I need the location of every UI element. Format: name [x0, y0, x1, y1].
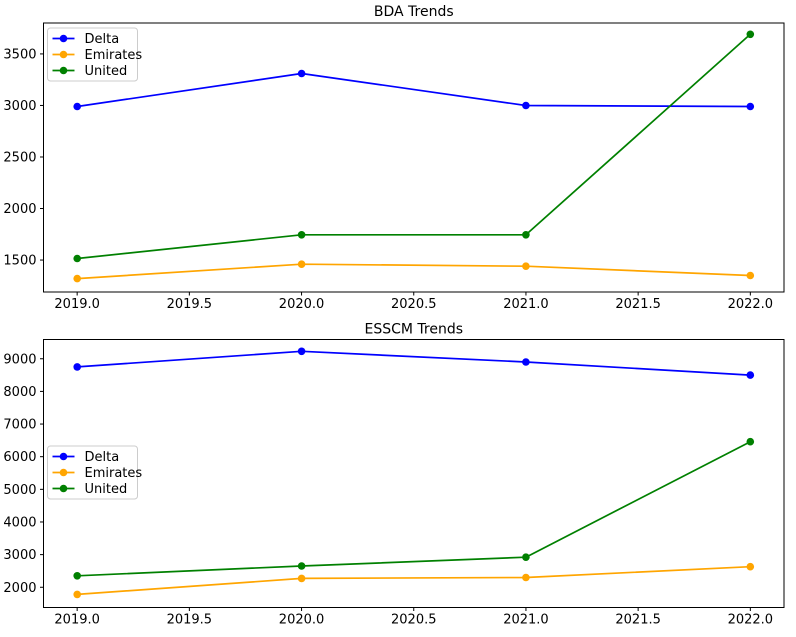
marker-emirates — [746, 562, 755, 571]
marker-united — [746, 30, 755, 39]
y-tick-label: 6000 — [3, 450, 36, 465]
legend-marker-sample — [59, 484, 68, 493]
x-tick-label: 2021.0 — [503, 297, 549, 312]
y-axis: 2000 3000 4000 5000 6000 7000 8000 9000 — [3, 352, 44, 596]
marker-delta — [746, 371, 755, 379]
x-tick-label: 2019.0 — [54, 613, 100, 628]
chart-title: ESSCM Trends — [364, 322, 463, 338]
line-united — [77, 33, 751, 260]
marker-united — [522, 231, 530, 239]
marker-delta — [73, 102, 81, 111]
x-tick-label: 2020.0 — [279, 613, 325, 628]
marker-united — [746, 437, 755, 446]
legend-item-delta: Delta — [52, 450, 120, 465]
legend-marker-sample — [59, 50, 68, 59]
y-tick-label: 2000 — [3, 581, 36, 596]
marker-united — [522, 553, 530, 561]
x-tick-label: 2019.0 — [54, 297, 100, 312]
marker-delta — [746, 102, 755, 111]
y-tick-label: 3500 — [3, 47, 36, 62]
plot-frame — [43, 22, 785, 293]
legend-label: United — [85, 64, 128, 79]
legend-marker-sample — [59, 468, 68, 477]
x-axis: 2019.0 2019.5 2020.0 2020.5 2021.0 2021.5 2022… — [54, 607, 774, 628]
x-tick-label: 2020.5 — [391, 297, 437, 312]
legend-item-united: United — [52, 64, 128, 79]
plot-frame — [43, 339, 785, 608]
marker-united — [297, 231, 306, 239]
y-tick-label: 5000 — [3, 483, 36, 498]
marker-delta — [522, 358, 530, 366]
legend-box — [47, 445, 138, 500]
y-tick-label: 3000 — [3, 99, 36, 114]
marker-delta — [522, 101, 530, 110]
x-tick-label: 2021.5 — [615, 297, 661, 312]
markers-delta — [73, 347, 755, 379]
y-tick-label: 2500 — [3, 150, 36, 165]
line-united — [77, 440, 751, 577]
x-tick-label: 2021.5 — [615, 613, 661, 628]
y-tick-label: 2000 — [3, 202, 36, 217]
chart-bda-trends: BDA Trends 2019.0 2019.5 2020.0 2020.5 2021.0… — [3, 4, 785, 312]
marker-united — [297, 562, 306, 570]
line-delta — [77, 72, 751, 108]
x-axis: 2019.0 2019.5 2020.0 2020.5 2021.0 2021.5 2022… — [54, 292, 773, 312]
marker-emirates — [73, 590, 81, 599]
marker-emirates — [522, 573, 530, 582]
legend-label: Delta — [85, 32, 120, 47]
markers-united — [73, 437, 755, 580]
x-tick-label: 2021.0 — [503, 613, 549, 628]
marker-united — [73, 254, 81, 263]
x-tick-label: 2020.5 — [391, 613, 437, 628]
chart-esscm-trends: ESSCM Trends 2019.0 2019.5 2020.0 2020.5 2021… — [3, 322, 785, 628]
x-tick-label: 2019.5 — [167, 613, 213, 628]
x-tick-label: 2022.0 — [728, 613, 774, 628]
legend-label: Emirates — [85, 48, 143, 63]
legend-item-delta: Delta — [52, 32, 120, 47]
legend-label: Delta — [85, 450, 120, 465]
x-tick-label: 2020.0 — [279, 297, 325, 312]
line-emirates — [77, 565, 751, 596]
marker-emirates — [746, 271, 755, 280]
markers-emirates — [73, 562, 755, 599]
x-tick-label: 2022.0 — [728, 297, 774, 312]
legend-item-united: United — [52, 482, 128, 497]
legend-item-emirates: Emirates — [52, 466, 143, 481]
marker-delta — [73, 363, 81, 371]
y-axis: 1500 2000 2500 3000 3500 — [3, 47, 44, 269]
x-tick-label: 2019.5 — [167, 297, 213, 312]
marker-emirates — [73, 274, 81, 283]
marker-delta — [297, 347, 306, 356]
legend-marker-sample — [59, 34, 68, 43]
legend-label: United — [85, 482, 128, 497]
marker-united — [73, 572, 81, 580]
chart-title: BDA Trends — [374, 4, 454, 20]
y-tick-label: 1500 — [3, 254, 36, 269]
y-tick-label: 7000 — [3, 418, 36, 433]
y-tick-label: 8000 — [3, 385, 36, 400]
marker-emirates — [297, 260, 306, 269]
legend-marker-sample — [59, 452, 68, 461]
line-delta — [77, 350, 751, 376]
legend-box — [47, 27, 138, 82]
markers-united — [73, 30, 755, 263]
line-emirates — [77, 263, 751, 280]
markers-emirates — [73, 260, 755, 283]
legend-item-emirates: Emirates — [52, 48, 143, 63]
marker-emirates — [297, 574, 306, 583]
legend-marker-sample — [59, 66, 68, 75]
marker-emirates — [522, 262, 530, 271]
legend-label: Emirates — [85, 466, 143, 481]
markers-delta — [73, 69, 755, 111]
y-tick-label: 9000 — [3, 352, 36, 367]
marker-delta — [297, 69, 306, 78]
y-tick-label: 4000 — [3, 515, 36, 530]
y-tick-label: 3000 — [3, 548, 36, 563]
